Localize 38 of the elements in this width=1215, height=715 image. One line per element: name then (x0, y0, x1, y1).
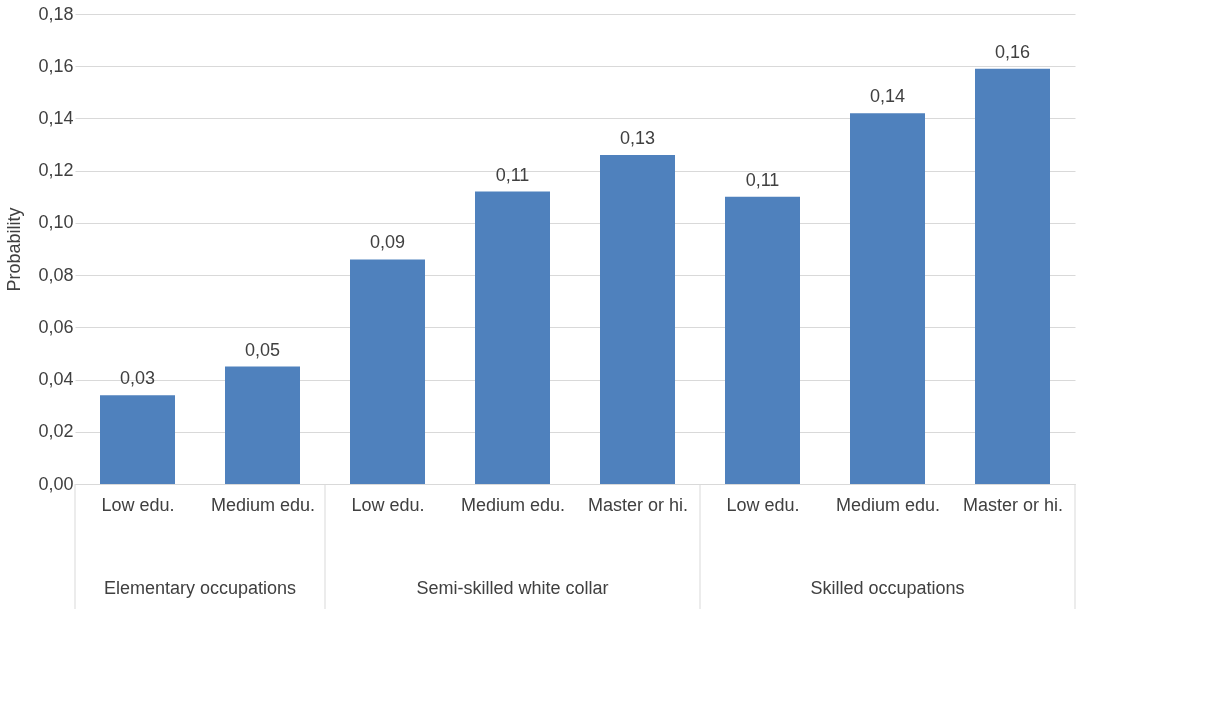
bar (225, 366, 300, 484)
y-tick-label: 0,16 (38, 55, 74, 76)
y-tick-label: 0,10 (38, 212, 74, 233)
y-tick-label: 0,02 (38, 421, 74, 442)
data-label: 0,11 (745, 169, 780, 190)
x-tick-label: Master or hi. (962, 494, 1064, 515)
bar (850, 113, 925, 484)
bar (975, 68, 1050, 484)
x-tick-label: Medium edu. (460, 494, 566, 515)
x-tick-label: Medium edu. (210, 494, 316, 515)
x-tick-label: Low edu. (726, 494, 800, 515)
data-label: 0,03 (119, 368, 156, 389)
bar (350, 259, 425, 484)
bar (475, 191, 550, 484)
y-tick-label: 0,04 (38, 369, 74, 390)
x-tick-label: Master or hi. (587, 494, 689, 515)
data-label: 0,11 (495, 164, 530, 185)
x-tick-label: Low edu. (101, 494, 175, 515)
data-label: 0,09 (369, 232, 406, 253)
y-tick-label: 0,14 (38, 107, 74, 128)
y-tick-label: 0,12 (38, 160, 74, 181)
data-label: 0,13 (619, 128, 656, 148)
data-label: 0,05 (244, 339, 281, 360)
text: Skilled occupations (810, 578, 965, 598)
x-tick-label: Low edu. (351, 494, 425, 515)
bar (725, 196, 800, 484)
text: Semi-skilled white collar (416, 578, 609, 598)
text: Elementary occupations (103, 578, 297, 598)
data-label: 0,14 (869, 86, 906, 107)
y-tick-label: 0,08 (38, 264, 74, 285)
bar (600, 155, 675, 484)
y-axis-title: Probability (4, 207, 25, 292)
y-tick-label: 0,18 (38, 3, 74, 24)
y-tick-label: 0,06 (38, 316, 74, 337)
y-tick-label: 0,00 (38, 473, 74, 494)
x-tick-label: Medium edu. (835, 494, 941, 515)
data-label: 0,16 (994, 41, 1031, 62)
bar (100, 395, 175, 484)
